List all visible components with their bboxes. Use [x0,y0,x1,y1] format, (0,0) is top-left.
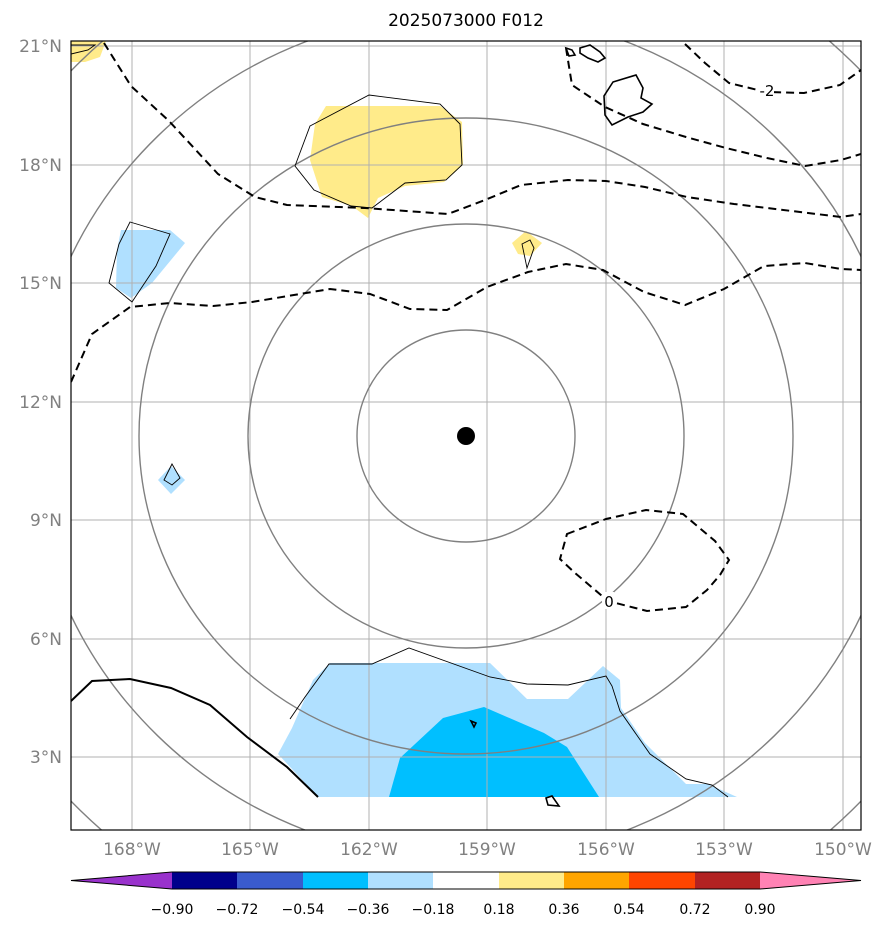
colorbar-label: 0.54 [613,902,644,918]
colorbar-segment [172,872,237,889]
colorbar-outline [70,871,862,890]
contour-label-bg [602,592,614,609]
lat-tick-label: 21°N [19,37,62,57]
storm-center-marker [457,427,475,445]
negative-anomaly-small-west [158,466,185,494]
lat-tick-label: 3°N [30,748,62,768]
anomaly-shading [71,41,737,797]
lat-tick-label: 9°N [30,511,62,531]
lat-tick-labels: 3°N 6°N 9°N 12°N 15°N 18°N 21°N [19,37,62,768]
dashed-contours [71,42,861,613]
colorbar-segment [237,872,303,889]
contour-label: -2 [760,82,775,100]
lon-tick-label: 162°W [340,840,398,860]
negative-anomaly-south-dark [389,707,599,797]
lat-tick-label: 6°N [30,630,62,650]
lon-tick-label: 168°W [103,840,161,860]
contour-label: 0 [604,593,614,611]
island-outline [579,44,607,63]
colorbar-segment [629,872,695,889]
solid-contour [71,677,319,798]
colorbar-label: 0.90 [744,902,775,918]
map-frame [70,40,862,831]
colorbar-label: −0.72 [216,902,259,918]
colorbar [70,871,862,890]
colorbar-label: −0.36 [347,902,390,918]
colorbar-segment [499,872,564,889]
lon-tick-label: 156°W [577,840,635,860]
island-outline [564,46,577,57]
lat-tick-label: 18°N [19,156,62,176]
colorbar-label: 0.36 [548,902,579,918]
colorbar-label: 0.18 [483,902,514,918]
lat-tick-label: 15°N [19,274,62,294]
colorbar-segment [695,872,760,889]
lon-tick-labels: 168°W 165°W 162°W 159°W 156°W 153°W 150°… [103,840,872,860]
colorbar-label: −0.18 [412,902,455,918]
colorbar-extend-high [760,872,861,889]
lon-tick-label: 153°W [695,840,753,860]
colorbar-label: −0.90 [151,902,194,918]
island-outline [545,795,561,807]
figure-title: 2025073000 F012 [388,11,544,31]
island-outline [603,74,654,127]
lon-tick-label: 150°W [814,840,872,860]
colorbar-label: 0.72 [679,902,710,918]
lat-tick-label: 12°N [19,393,62,413]
thin-contours [71,44,729,798]
positive-anomaly-north-west [71,41,106,62]
coastlines [469,44,654,807]
contour-label-bg [760,81,774,98]
graticule [71,41,861,830]
lon-tick-label: 165°W [221,840,279,860]
positive-anomaly-small [512,231,542,256]
colorbar-segment [564,872,629,889]
colorbar-labels: −0.90 −0.72 −0.54 −0.36 −0.18 0.18 0.36 … [151,902,776,918]
colorbar-segment [368,872,433,889]
colorbar-extend-low [71,872,172,889]
island-outline [469,719,478,729]
lon-tick-label: 159°W [458,840,516,860]
colorbar-segment [433,872,499,889]
positive-anomaly-north-central [310,106,463,218]
negative-anomaly-west [116,230,185,298]
colorbar-label: −0.54 [282,902,325,918]
colorbar-segment [303,872,368,889]
